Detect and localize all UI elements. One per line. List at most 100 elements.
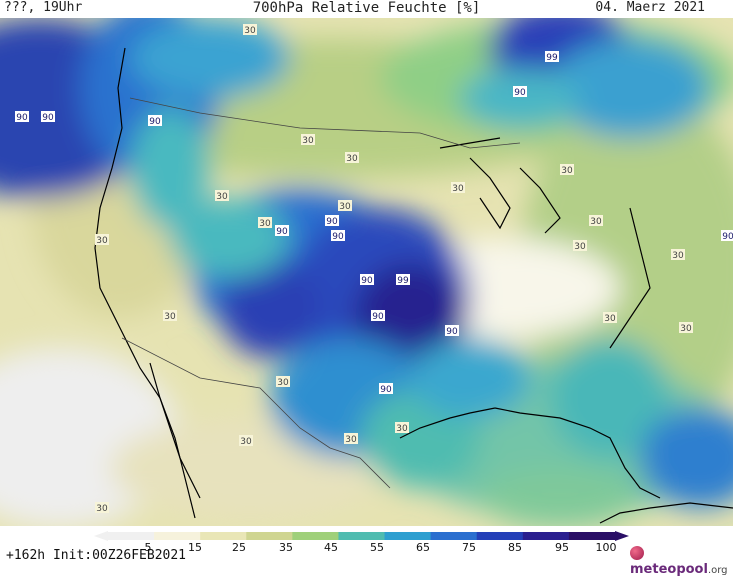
value-label: 30 bbox=[451, 182, 465, 194]
value-label-box bbox=[513, 86, 527, 97]
legend-swatch bbox=[246, 532, 293, 540]
value-label-text: 30 bbox=[339, 202, 351, 212]
value-label-text: 30 bbox=[680, 324, 692, 334]
value-label-box bbox=[545, 51, 559, 62]
value-label: 30 bbox=[243, 24, 257, 36]
value-label-box bbox=[243, 24, 257, 35]
value-label-box bbox=[379, 383, 393, 394]
value-label: 30 bbox=[338, 200, 352, 212]
value-label-text: 30 bbox=[604, 314, 616, 324]
value-label-text: 30 bbox=[590, 217, 602, 227]
brand-name: meteopool bbox=[630, 562, 708, 577]
legend-arrow-left bbox=[94, 531, 108, 541]
value-label-text: 30 bbox=[259, 219, 271, 229]
legend-tick-label: 25 bbox=[232, 541, 246, 554]
value-label-text: 30 bbox=[164, 312, 176, 322]
value-label-box bbox=[276, 376, 290, 387]
value-label-box bbox=[148, 115, 162, 126]
value-label: 30 bbox=[95, 234, 109, 246]
legend-bar bbox=[94, 531, 629, 541]
value-label: 90 bbox=[148, 115, 162, 127]
value-label-box bbox=[445, 325, 459, 336]
value-label-box bbox=[371, 310, 385, 321]
value-label: 99 bbox=[545, 51, 559, 63]
value-label-box bbox=[671, 249, 685, 260]
value-label-text: 90 bbox=[361, 276, 373, 286]
value-label-text: 30 bbox=[345, 435, 357, 445]
value-label: 90 bbox=[445, 325, 459, 337]
value-label: 90 bbox=[379, 383, 393, 395]
value-label: 30 bbox=[276, 376, 290, 388]
value-label-text: 99 bbox=[546, 53, 558, 63]
value-label: 30 bbox=[163, 310, 177, 322]
value-label-box bbox=[15, 111, 29, 122]
value-label-text: 30 bbox=[672, 251, 684, 261]
legend-tick-label: 15 bbox=[188, 541, 202, 554]
value-label-text: 90 bbox=[326, 217, 338, 227]
legend-tick-label: 95 bbox=[555, 541, 569, 554]
value-label-box bbox=[345, 152, 359, 163]
value-label: 30 bbox=[573, 240, 587, 252]
value-label-box bbox=[560, 164, 574, 175]
color-legend bbox=[0, 526, 733, 566]
value-label-text: 30 bbox=[96, 504, 108, 514]
value-label: 90 bbox=[275, 225, 289, 237]
value-label-box bbox=[163, 310, 177, 321]
value-label-box bbox=[395, 422, 409, 433]
legend-tick-label: 35 bbox=[279, 541, 293, 554]
legend-tick-label: 45 bbox=[324, 541, 338, 554]
value-label-text: 90 bbox=[42, 113, 54, 123]
value-label-text: 99 bbox=[397, 276, 409, 286]
value-label-text: 90 bbox=[380, 385, 392, 395]
value-label: 30 bbox=[395, 422, 409, 434]
borders bbox=[121, 97, 521, 489]
init-info: +162h Init:00Z26FEB2021 bbox=[6, 548, 187, 563]
value-label-text: 30 bbox=[216, 192, 228, 202]
value-label-text: 90 bbox=[16, 113, 28, 123]
legend-swatch bbox=[338, 532, 386, 540]
legend-swatch bbox=[568, 532, 616, 540]
value-label-text: 30 bbox=[574, 242, 586, 252]
value-label-text: 30 bbox=[396, 424, 408, 434]
value-label-text: 90 bbox=[276, 227, 288, 237]
value-label-box bbox=[396, 274, 410, 285]
legend-swatch bbox=[476, 532, 524, 540]
humidity-map: 30 90 90 90 30 30 30 30 30 90 90 90 30 30 90 99 90 90 30 90… bbox=[0, 18, 733, 526]
value-label: 90 bbox=[15, 111, 29, 123]
value-label-box bbox=[215, 190, 229, 201]
value-label-text: 90 bbox=[446, 327, 458, 337]
value-label: 30 bbox=[679, 322, 693, 334]
value-label: 90 bbox=[371, 310, 385, 322]
value-label-text: 90 bbox=[332, 232, 344, 242]
value-label-box bbox=[338, 200, 352, 211]
legend-tick-label: 100 bbox=[595, 541, 617, 554]
legend-tick-label: 75 bbox=[462, 541, 476, 554]
legend-swatch bbox=[384, 532, 432, 540]
value-label-box bbox=[325, 215, 339, 226]
value-label: 90 bbox=[41, 111, 55, 123]
value-label-box bbox=[360, 274, 374, 285]
legend-swatch bbox=[430, 532, 478, 540]
brand-logo[interactable]: meteopool.org bbox=[630, 546, 733, 577]
value-label-text: 30 bbox=[302, 136, 314, 146]
value-label-box bbox=[301, 134, 315, 145]
value-label-text: 30 bbox=[244, 26, 256, 36]
value-label-box bbox=[331, 230, 345, 241]
value-label: 30 bbox=[671, 249, 685, 261]
humidity-field bbox=[0, 18, 733, 526]
value-label-box bbox=[721, 230, 733, 241]
legend-tick-label: 5 bbox=[144, 541, 152, 554]
legend-swatch bbox=[154, 532, 201, 540]
value-label-box bbox=[95, 502, 109, 513]
legend-arrow-right bbox=[615, 531, 629, 541]
forecast-time: ???, 19Uhr bbox=[4, 0, 83, 15]
legend-tick-label: 55 bbox=[370, 541, 384, 554]
value-label-box bbox=[344, 433, 358, 444]
value-label-box bbox=[95, 234, 109, 245]
value-label-text: 90 bbox=[372, 312, 384, 322]
value-label-text: 30 bbox=[96, 236, 108, 246]
value-label-text: 90 bbox=[149, 117, 161, 127]
value-label: 90 bbox=[331, 230, 345, 242]
value-label-box bbox=[275, 225, 289, 236]
